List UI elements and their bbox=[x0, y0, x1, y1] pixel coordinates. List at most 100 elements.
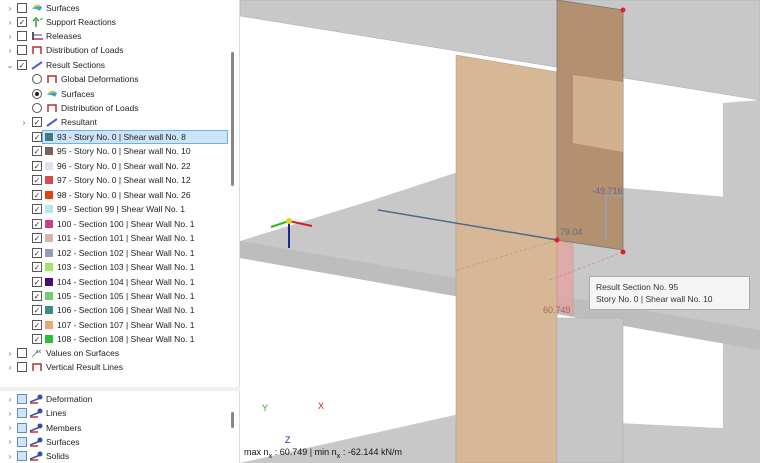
checkbox[interactable] bbox=[17, 3, 27, 13]
item-label: 99 - Section 99 | Shear Wall No. 1 bbox=[57, 204, 186, 215]
tree-item-distribution-of-loads[interactable]: Distribution of Loads bbox=[0, 101, 228, 115]
tree-item-surfaces[interactable]: Surfaces bbox=[0, 87, 228, 101]
axis-z-label: Z bbox=[285, 435, 291, 445]
result-section-item[interactable]: ✓ 100 - Section 100 | Shear Wall No. 1 bbox=[0, 217, 228, 231]
result-section-item[interactable]: ✓ 108 - Section 108 | Shear Wall No. 1 bbox=[0, 332, 228, 346]
checkbox[interactable]: ✓ bbox=[32, 247, 42, 258]
3d-viewport[interactable]: -49.716 79.04 60.749 X Y Z bbox=[240, 0, 760, 463]
max-value: : 60.749 | min n bbox=[274, 447, 337, 457]
chevron-right-icon[interactable]: › bbox=[8, 31, 12, 41]
checkbox[interactable] bbox=[17, 362, 27, 373]
chevron-right-icon[interactable]: › bbox=[8, 362, 12, 372]
tree-item-support-reactions[interactable]: › ✓ Support Reactions bbox=[0, 15, 228, 29]
chevron-right-icon[interactable]: › bbox=[8, 394, 12, 404]
chevron-right-icon[interactable]: › bbox=[8, 437, 12, 447]
radio-button[interactable] bbox=[32, 103, 42, 113]
checkbox[interactable]: ✓ bbox=[32, 319, 42, 330]
result-object-surfaces[interactable]: › Surfaces bbox=[0, 435, 228, 449]
checkbox[interactable]: ✓ bbox=[32, 305, 42, 316]
result-section-item[interactable]: ✓ 107 - Section 107 | Shear Wall No. 1 bbox=[0, 318, 228, 332]
checkbox[interactable]: ✓ bbox=[32, 276, 42, 287]
item-label: Deformation bbox=[46, 394, 93, 404]
item-label: Global Deformations bbox=[61, 74, 139, 84]
result-sections-icon bbox=[31, 60, 43, 70]
checkbox[interactable]: ✓ bbox=[32, 204, 42, 215]
chevron-right-icon[interactable]: › bbox=[22, 117, 26, 127]
tree-item-resultant[interactable]: › ✓ Resultant bbox=[0, 115, 228, 129]
chevron-right-icon[interactable]: › bbox=[8, 423, 12, 433]
checkbox[interactable]: ✓ bbox=[32, 262, 42, 273]
checkbox[interactable]: ✓ bbox=[32, 160, 42, 171]
result-section-item[interactable]: ✓ 97 - Story No. 0 | Shear wall No. 12 bbox=[0, 173, 228, 187]
result-section-item[interactable]: ✓ 105 - Section 105 | Shear Wall No. 1 bbox=[0, 289, 228, 303]
item-label: Result Sections bbox=[46, 60, 106, 70]
result-section-item[interactable]: ✓ 106 - Section 106 | Shear Wall No. 1 bbox=[0, 303, 228, 317]
distribution-loads-icon bbox=[31, 45, 43, 55]
checkbox[interactable]: ✓ bbox=[32, 218, 42, 229]
checkbox[interactable] bbox=[17, 348, 27, 358]
radio-button[interactable] bbox=[32, 74, 42, 84]
color-swatch bbox=[45, 234, 53, 243]
shear-wall bbox=[455, 54, 558, 463]
radio-button[interactable] bbox=[32, 89, 42, 99]
chevron-right-icon[interactable]: › bbox=[8, 408, 12, 418]
checkbox[interactable]: ✓ bbox=[32, 175, 42, 186]
chevron-down-icon[interactable]: ⌄ bbox=[6, 60, 14, 70]
item-label: Distribution of Loads bbox=[61, 103, 139, 113]
checkbox[interactable]: ✓ bbox=[32, 233, 42, 244]
scrollbar-top[interactable] bbox=[231, 52, 234, 186]
color-swatch bbox=[45, 277, 53, 286]
status-min-max: max nx : 60.749 | min nx : -62.144 kN/m bbox=[244, 447, 402, 460]
chevron-right-icon[interactable]: › bbox=[8, 451, 12, 461]
chevron-right-icon[interactable]: › bbox=[8, 348, 12, 358]
item-label: 95 - Story No. 0 | Shear wall No. 10 bbox=[57, 146, 191, 157]
checkbox[interactable] bbox=[17, 394, 27, 404]
chevron-right-icon[interactable]: › bbox=[8, 45, 12, 55]
result-section-item[interactable]: ✓ 99 - Section 99 | Shear Wall No. 1 bbox=[0, 202, 228, 216]
checkbox[interactable] bbox=[17, 436, 27, 447]
item-label: 100 - Section 100 | Shear Wall No. 1 bbox=[57, 218, 195, 229]
result-section-item[interactable]: ✓ 93 - Story No. 0 | Shear wall No. 8 bbox=[32, 130, 228, 144]
tree-item-distribution-of-loads[interactable]: › Distribution of Loads bbox=[0, 43, 228, 57]
tree-item-values-on-surfaces[interactable]: › xx Values on Surfaces bbox=[0, 346, 228, 360]
result-section-item[interactable]: ✓ 96 - Story No. 0 | Shear wall No. 22 bbox=[0, 159, 228, 173]
distribution-loads-icon bbox=[46, 74, 58, 84]
result-section-item[interactable]: ✓ 98 - Story No. 0 | Shear wall No. 26 bbox=[0, 188, 228, 202]
checkbox[interactable]: ✓ bbox=[32, 132, 42, 142]
checkbox[interactable] bbox=[17, 408, 27, 419]
checkbox[interactable]: ✓ bbox=[17, 17, 27, 27]
result-object-members[interactable]: › Members bbox=[0, 421, 228, 435]
checkbox[interactable] bbox=[17, 31, 27, 41]
result-object-deformation[interactable]: › Deformation bbox=[0, 392, 228, 406]
result-section-item[interactable]: ✓ 104 - Section 104 | Shear Wall No. 1 bbox=[0, 275, 228, 289]
checkbox[interactable]: ✓ bbox=[32, 117, 42, 127]
result-section-item[interactable]: ✓ 101 - Section 101 | Shear Wall No. 1 bbox=[0, 231, 228, 245]
item-label: 102 - Section 102 | Shear Wall No. 1 bbox=[57, 247, 195, 258]
tree-item-result-sections[interactable]: ⌄ ✓ Result Sections bbox=[0, 58, 228, 72]
checkbox[interactable] bbox=[17, 45, 27, 55]
item-label: 103 - Section 103 | Shear Wall No. 1 bbox=[57, 262, 195, 273]
tree-item-releases[interactable]: › Releases bbox=[0, 29, 228, 43]
result-object-solids[interactable]: › Solids bbox=[0, 449, 228, 463]
chevron-right-icon[interactable]: › bbox=[8, 17, 12, 27]
item-label: 93 - Story No. 0 | Shear wall No. 8 bbox=[57, 132, 186, 142]
result-section-item[interactable]: ✓ 95 - Story No. 0 | Shear wall No. 10 bbox=[0, 144, 228, 158]
checkbox[interactable] bbox=[17, 451, 27, 462]
item-label: 96 - Story No. 0 | Shear wall No. 22 bbox=[57, 160, 191, 171]
scrollbar-bottom[interactable] bbox=[231, 412, 234, 428]
chevron-right-icon[interactable]: › bbox=[8, 3, 12, 13]
checkbox[interactable] bbox=[17, 422, 27, 433]
tree-item-surfaces[interactable]: › Surfaces bbox=[0, 1, 228, 15]
tree-item-vertical-result-lines[interactable]: › Vertical Result Lines bbox=[0, 360, 228, 374]
checkbox[interactable]: ✓ bbox=[32, 290, 42, 301]
checkbox[interactable]: ✓ bbox=[32, 189, 42, 200]
result-section-item[interactable]: ✓ 102 - Section 102 | Shear Wall No. 1 bbox=[0, 246, 228, 260]
checkbox[interactable]: ✓ bbox=[32, 146, 42, 157]
result-object-lines[interactable]: › Lines bbox=[0, 406, 228, 420]
checkbox[interactable]: ✓ bbox=[32, 334, 42, 345]
gray-column bbox=[556, 317, 624, 463]
tree-item-global-deformations[interactable]: Global Deformations bbox=[0, 72, 228, 86]
result-section-item[interactable]: ✓ 103 - Section 103 | Shear Wall No. 1 bbox=[0, 260, 228, 274]
checkbox[interactable]: ✓ bbox=[17, 60, 27, 70]
color-swatch bbox=[45, 190, 53, 199]
